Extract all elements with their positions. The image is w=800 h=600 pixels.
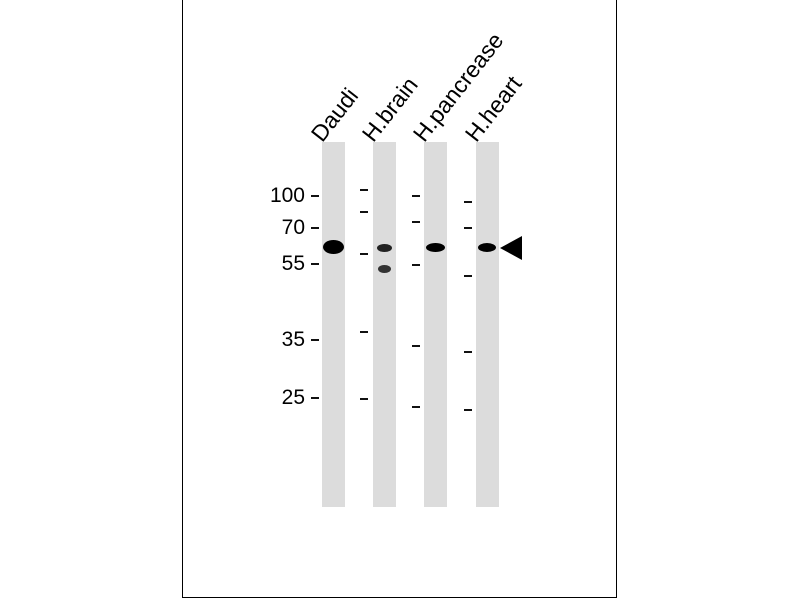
- marker-tick: [464, 275, 472, 277]
- left-triangle-arrow-icon: [500, 236, 522, 260]
- band-brain-lower: [378, 265, 391, 273]
- marker-70: 70: [281, 216, 305, 239]
- marker-tick: [464, 201, 472, 203]
- marker-tick: [412, 345, 420, 347]
- marker-100: 100: [269, 184, 305, 207]
- band-heart: [478, 243, 496, 252]
- marker-tick: [311, 397, 319, 399]
- band-daudi: [323, 240, 344, 254]
- marker-tick: [311, 263, 319, 265]
- band-pancrease: [426, 243, 445, 252]
- marker-tick: [360, 189, 368, 191]
- lane-heart: [476, 142, 499, 507]
- marker-tick: [360, 331, 368, 333]
- marker-tick: [360, 253, 368, 255]
- marker-tick: [311, 195, 319, 197]
- marker-tick: [464, 409, 472, 411]
- marker-35: 35: [281, 328, 305, 351]
- marker-tick: [464, 351, 472, 353]
- marker-55: 55: [281, 252, 305, 275]
- marker-tick: [412, 406, 420, 408]
- marker-tick: [311, 227, 319, 229]
- marker-tick: [412, 195, 420, 197]
- lane-daudi: [322, 142, 345, 507]
- marker-tick: [464, 227, 472, 229]
- marker-tick: [360, 398, 368, 400]
- marker-tick: [311, 339, 319, 341]
- lane-brain: [373, 142, 396, 507]
- marker-25: 25: [281, 386, 305, 409]
- marker-tick: [412, 264, 420, 266]
- lane-pancrease: [424, 142, 447, 507]
- marker-tick: [360, 211, 368, 213]
- marker-tick: [412, 221, 420, 223]
- band-brain-upper: [377, 244, 392, 252]
- figure-frame: [182, 0, 617, 598]
